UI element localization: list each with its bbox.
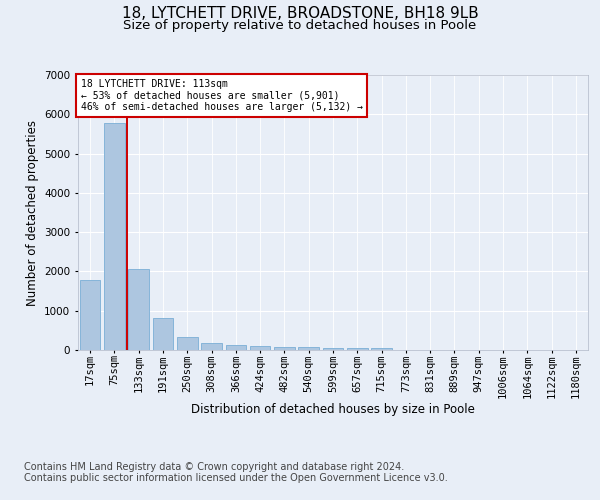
Bar (347, 348, 368, 350)
Bar (250, 346, 271, 350)
Bar (104, 123, 125, 350)
Y-axis label: Number of detached properties: Number of detached properties (26, 120, 38, 306)
Bar (128, 269, 149, 350)
Text: Size of property relative to detached houses in Poole: Size of property relative to detached ho… (124, 19, 476, 32)
Bar (371, 348, 392, 350)
Text: 18, LYTCHETT DRIVE, BROADSTONE, BH18 9LB: 18, LYTCHETT DRIVE, BROADSTONE, BH18 9LB (122, 6, 478, 20)
Text: 18 LYTCHETT DRIVE: 113sqm
← 53% of detached houses are smaller (5,901)
46% of se: 18 LYTCHETT DRIVE: 113sqm ← 53% of detac… (80, 79, 362, 112)
Bar (226, 346, 246, 350)
Bar (177, 336, 197, 350)
Text: Contains HM Land Registry data © Crown copyright and database right 2024.: Contains HM Land Registry data © Crown c… (24, 462, 404, 472)
Bar (201, 342, 222, 350)
Bar (80, 280, 100, 350)
Text: Contains public sector information licensed under the Open Government Licence v3: Contains public sector information licen… (24, 473, 448, 483)
Bar (152, 318, 173, 350)
Bar (274, 347, 295, 350)
Bar (298, 347, 319, 350)
Bar (323, 348, 343, 350)
Text: Distribution of detached houses by size in Poole: Distribution of detached houses by size … (191, 402, 475, 415)
